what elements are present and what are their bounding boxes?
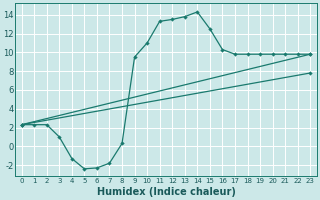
X-axis label: Humidex (Indice chaleur): Humidex (Indice chaleur) <box>97 187 236 197</box>
